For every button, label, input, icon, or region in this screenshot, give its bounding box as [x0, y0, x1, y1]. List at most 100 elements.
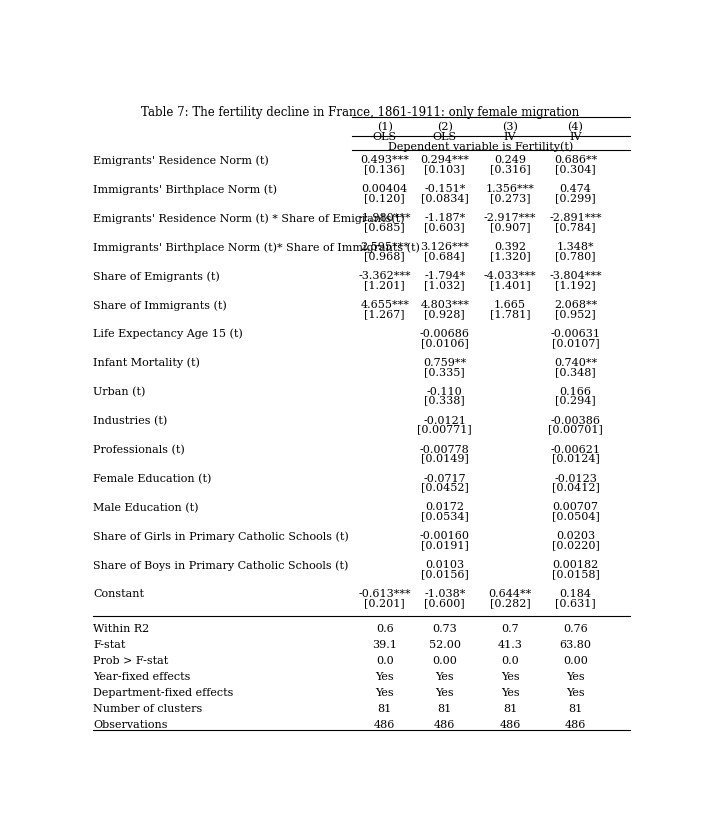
Text: Number of clusters: Number of clusters [93, 704, 202, 714]
Text: 0.00182: 0.00182 [553, 561, 599, 571]
Text: [0.0412]: [0.0412] [552, 482, 600, 492]
Text: [1.201]: [1.201] [364, 280, 405, 290]
Text: Yes: Yes [375, 672, 394, 682]
Text: 39.1: 39.1 [373, 640, 397, 650]
Text: -0.151*: -0.151* [424, 184, 465, 194]
Text: Life Expectancy Age 15 (t): Life Expectancy Age 15 (t) [93, 329, 243, 339]
Text: IV: IV [569, 131, 582, 141]
Text: -0.0123: -0.0123 [554, 474, 597, 484]
Text: Yes: Yes [566, 688, 585, 698]
Text: 2.068**: 2.068** [554, 300, 597, 310]
Text: 486: 486 [499, 720, 521, 730]
Text: Infant Mortality (t): Infant Mortality (t) [93, 358, 200, 368]
Text: [0.684]: [0.684] [425, 251, 465, 261]
Text: [0.335]: [0.335] [425, 366, 465, 377]
Text: [0.348]: [0.348] [555, 366, 596, 377]
Text: [0.282]: [0.282] [490, 598, 531, 608]
Text: 1.348*: 1.348* [557, 242, 594, 252]
Text: 0.73: 0.73 [432, 624, 457, 634]
Text: Share of Boys in Primary Catholic Schools (t): Share of Boys in Primary Catholic School… [93, 561, 349, 571]
Text: Yes: Yes [501, 672, 520, 682]
Text: (2): (2) [437, 122, 453, 132]
Text: 0.0203: 0.0203 [556, 532, 595, 542]
Text: 4.655***: 4.655*** [361, 300, 409, 310]
Text: [0.0107]: [0.0107] [552, 337, 600, 348]
Text: Urban (t): Urban (t) [93, 387, 146, 397]
Text: Industries (t): Industries (t) [93, 416, 167, 426]
Text: -0.00631: -0.00631 [550, 329, 600, 339]
Text: -0.0717: -0.0717 [423, 474, 466, 484]
Text: 0.166: 0.166 [560, 387, 591, 397]
Text: 0.740**: 0.740** [554, 358, 597, 368]
Text: 0.759**: 0.759** [423, 358, 466, 368]
Text: 486: 486 [434, 720, 456, 730]
Text: -0.613***: -0.613*** [359, 590, 411, 600]
Text: 0.294***: 0.294*** [420, 155, 469, 165]
Text: Immigrants' Birthplace Norm (t)* Share of Immigrants (t): Immigrants' Birthplace Norm (t)* Share o… [93, 242, 420, 252]
Text: [0.0220]: [0.0220] [552, 540, 600, 550]
Text: 0.0: 0.0 [501, 656, 519, 666]
Text: 4.803***: 4.803*** [420, 300, 469, 310]
Text: 81: 81 [437, 704, 452, 714]
Text: Share of Immigrants (t): Share of Immigrants (t) [93, 300, 227, 310]
Text: 0.7: 0.7 [501, 624, 519, 634]
Text: [0.136]: [0.136] [364, 165, 405, 174]
Text: -3.804***: -3.804*** [549, 271, 602, 281]
Text: [0.603]: [0.603] [425, 222, 465, 232]
Text: 0.474: 0.474 [560, 184, 591, 194]
Text: -0.00386: -0.00386 [550, 416, 600, 426]
Text: [0.600]: [0.600] [425, 598, 465, 608]
Text: Prob > F-stat: Prob > F-stat [93, 656, 169, 666]
Text: 52.00: 52.00 [429, 640, 460, 650]
Text: Observations: Observations [93, 720, 168, 730]
Text: Yes: Yes [566, 672, 585, 682]
Text: [0.0452]: [0.0452] [421, 482, 469, 492]
Text: [1.192]: [1.192] [555, 280, 596, 290]
Text: 0.0: 0.0 [376, 656, 394, 666]
Text: [0.338]: [0.338] [425, 395, 465, 406]
Text: 63.80: 63.80 [560, 640, 591, 650]
Text: [0.952]: [0.952] [555, 308, 596, 319]
Text: 486: 486 [374, 720, 396, 730]
Text: [0.0534]: [0.0534] [421, 511, 469, 521]
Text: Share of Emigrants (t): Share of Emigrants (t) [93, 271, 220, 281]
Text: [0.299]: [0.299] [555, 194, 596, 203]
Text: -0.00621: -0.00621 [550, 445, 600, 455]
Text: [1.267]: [1.267] [364, 308, 405, 319]
Text: 1.665: 1.665 [494, 300, 526, 310]
Text: Share of Girls in Primary Catholic Schools (t): Share of Girls in Primary Catholic Schoo… [93, 532, 349, 542]
Text: 0.686**: 0.686** [554, 155, 597, 165]
Text: 0.0103: 0.0103 [425, 561, 464, 571]
Text: 81: 81 [503, 704, 517, 714]
Text: 0.644**: 0.644** [489, 590, 531, 600]
Text: 0.392: 0.392 [494, 242, 526, 252]
Text: 0.184: 0.184 [560, 590, 591, 600]
Text: (3): (3) [502, 122, 518, 132]
Text: IV: IV [504, 131, 517, 141]
Text: 0.00707: 0.00707 [553, 503, 598, 513]
Text: [0.0106]: [0.0106] [421, 337, 469, 348]
Text: Yes: Yes [435, 688, 454, 698]
Text: -0.0121: -0.0121 [423, 416, 466, 426]
Text: Dependent variable is Fertility(t): Dependent variable is Fertility(t) [387, 141, 573, 152]
Text: [0.0156]: [0.0156] [421, 569, 469, 579]
Text: [0.907]: [0.907] [490, 222, 531, 232]
Text: [0.0834]: [0.0834] [421, 194, 469, 203]
Text: [0.685]: [0.685] [364, 222, 405, 232]
Text: Within R2: Within R2 [93, 624, 150, 634]
Text: [1.401]: [1.401] [490, 280, 531, 290]
Text: [0.00701]: [0.00701] [548, 424, 603, 435]
Text: 1.356***: 1.356*** [486, 184, 534, 194]
Text: [0.0149]: [0.0149] [421, 453, 469, 464]
Text: [0.316]: [0.316] [490, 165, 531, 174]
Text: [0.294]: [0.294] [555, 395, 596, 406]
Text: 0.0172: 0.0172 [425, 503, 464, 513]
Text: 0.6: 0.6 [376, 624, 394, 634]
Text: -0.00160: -0.00160 [420, 532, 470, 542]
Text: [1.781]: [1.781] [490, 308, 531, 319]
Text: [0.780]: [0.780] [555, 251, 596, 261]
Text: -2.917***: -2.917*** [484, 213, 536, 223]
Text: [0.0124]: [0.0124] [552, 453, 600, 464]
Text: 0.249: 0.249 [494, 155, 526, 165]
Text: -3.362***: -3.362*** [359, 271, 411, 281]
